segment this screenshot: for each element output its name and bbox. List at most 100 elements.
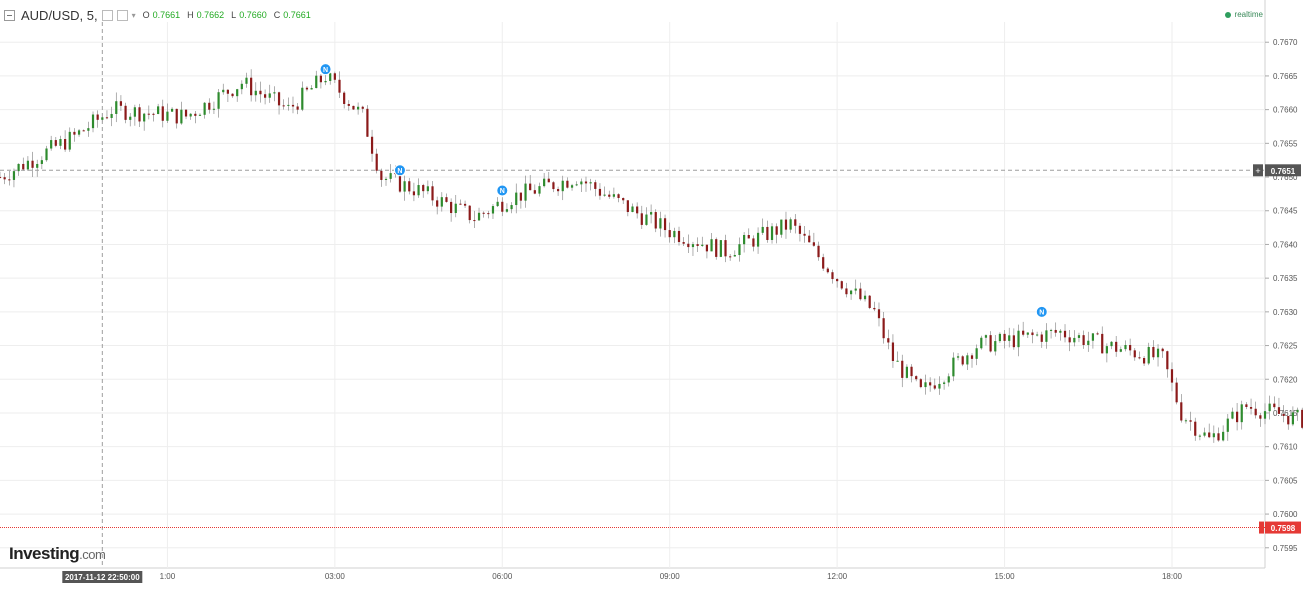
crosshair-time-label: 2017-11-12 22:50:00 [65,573,140,582]
candle-down [919,379,922,388]
candle-up [1198,435,1201,437]
candle-down [1277,407,1281,414]
candle-down [445,197,448,202]
candle-up [980,337,983,349]
candle-up [761,226,764,233]
candle-up [998,333,1002,342]
candle-up [1203,432,1206,436]
candle-down [598,188,602,196]
candle-up [1073,337,1076,343]
candle-down [468,205,471,221]
news-marker-letter: N [500,188,505,195]
candle-down [319,75,323,83]
candle-up [198,114,202,116]
candle-down [840,281,843,289]
candle-down [826,268,829,273]
candle-up [849,290,853,295]
investing-logo: Investing.com [9,544,106,564]
candle-down [1129,345,1132,351]
candle-down [64,139,67,150]
symbol-label[interactable]: AUD/USD, 5, [21,7,98,23]
x-tick-label: 09:00 [660,572,681,581]
candle-down [96,114,99,120]
collapse-icon[interactable] [4,9,15,21]
candle-up [203,102,206,115]
candle-down [361,106,364,109]
y-tick-label: 0.7635 [1273,274,1298,283]
crosshair-plus-icon: + [1255,166,1260,176]
candle-up [254,90,257,96]
candle-down [138,107,141,122]
candle-down [459,203,462,205]
hide-icon[interactable] [116,9,128,21]
candle-down [812,242,815,246]
candle-down [752,238,755,247]
candle-up [1049,329,1053,331]
candle-down [1012,335,1015,348]
news-marker-letter: N [397,168,402,175]
candle-down [552,182,555,190]
low-value: 0.7660 [239,10,267,20]
candle-down [901,360,904,378]
candle-down [1194,421,1197,436]
candle-down [277,92,281,106]
candle-down [747,235,750,239]
candle-down [73,131,76,135]
candle-down [891,342,895,361]
candle-up [543,178,546,187]
candle-down [463,203,467,206]
candle-down [808,235,811,243]
candle-down [556,189,560,192]
candle-up [756,232,760,247]
candle-down [836,279,839,282]
candle-down [1031,332,1034,336]
candle-up [1263,411,1267,419]
candle-up [1212,433,1215,438]
candle-down [1235,411,1239,423]
candle-down [231,93,234,97]
candle-down [408,181,411,192]
candle-up [701,244,704,246]
candle-down [798,225,802,234]
candle-up [245,77,248,84]
candle-up [222,89,225,93]
news-marker [496,184,509,197]
candle-down [784,219,788,230]
candle-down [1259,415,1262,419]
candle-down [380,170,383,180]
candle-up [1087,340,1090,346]
last-price-marker [1259,521,1264,534]
candle-down [1249,406,1253,409]
candle-down [1082,335,1085,346]
settings-icon[interactable] [101,9,113,21]
news-marker [393,164,406,177]
candle-up [26,160,30,170]
candle-down [352,105,355,110]
candle-up [59,139,62,146]
candle-down [1063,330,1067,338]
candle-down [366,108,369,137]
candle-down [622,198,625,201]
logo-brand: Investing [9,544,80,563]
open-label: O [142,10,150,20]
y-tick-label: 0.7655 [1273,139,1298,148]
candle-up [166,111,169,121]
candle-up [143,113,146,122]
candle-up [1110,341,1113,347]
candle-down [147,113,150,115]
candle-down [1273,403,1276,408]
candle-down [654,212,657,229]
candle-up [645,214,648,225]
candle-down [682,242,685,244]
candle-down [1115,341,1118,352]
candle-down [175,108,178,124]
dropdown-icon[interactable]: ▾ [131,10,136,20]
candle-down [250,77,253,96]
candle-down [961,356,964,365]
candle-down [687,243,690,248]
candle-up [575,184,578,186]
candle-up [984,335,988,338]
candle-down [1040,334,1043,342]
